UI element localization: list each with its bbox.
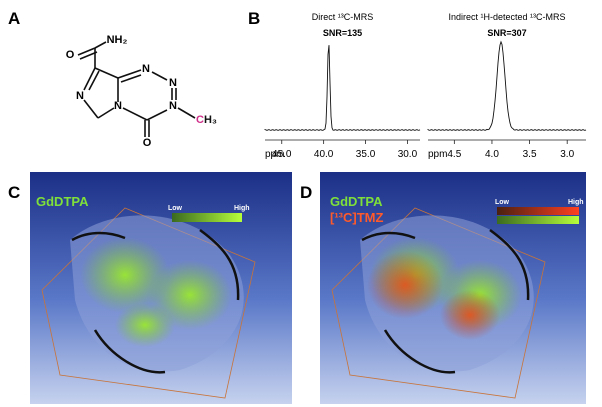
panel-label: D [300, 183, 312, 202]
atom: O [143, 137, 152, 149]
x-tick-label: 3.5 [523, 149, 537, 160]
molecule-bonds [77, 41, 196, 137]
overlay-label: GdDTPA [330, 194, 383, 209]
x-tick-label: 45.0 [272, 149, 292, 160]
atom: CH₃ [196, 114, 217, 126]
scale-low: Low [495, 199, 510, 206]
atom: O [66, 49, 75, 61]
atom: N [169, 100, 177, 112]
atom: N [76, 90, 84, 102]
x-tick-label: 3.0 [560, 149, 574, 160]
x-tick-label: 30.0 [398, 149, 418, 160]
snr: SNR=307 [487, 28, 526, 38]
panel-label: B [248, 9, 260, 28]
overlay-label: [¹³C]TMZ [330, 210, 383, 225]
x-tick-label: 35.0 [356, 149, 376, 160]
scale-high: High [234, 205, 250, 212]
spectrum-title: Direct ¹³C-MRS [312, 12, 374, 22]
atom: N [114, 100, 122, 112]
overlay-label: GdDTPA [36, 194, 89, 209]
x-axis-label: ppm [265, 149, 284, 160]
panel-label: A [8, 9, 20, 28]
snr: SNR=135 [323, 28, 362, 38]
spectrum-title: Indirect ¹H-detected ¹³C-MRS [448, 12, 565, 22]
atom: NH₂ [107, 34, 128, 46]
panel-label: C [8, 183, 20, 202]
spectrum [264, 45, 421, 131]
image-c: GdDTPA Low High [30, 172, 292, 404]
image-d: GdDTPA [¹³C]TMZ Low High [320, 172, 586, 404]
atom: N [169, 77, 177, 89]
spectrum [427, 40, 587, 131]
x-tick-label: 40.0 [314, 149, 334, 160]
scale-low: Low [168, 205, 183, 212]
scale-high: High [568, 199, 584, 206]
x-tick-label: 4.5 [447, 149, 461, 160]
x-axis-label: ppm [428, 149, 447, 160]
atom: N [142, 63, 150, 75]
x-tick-label: 4.0 [485, 149, 499, 160]
